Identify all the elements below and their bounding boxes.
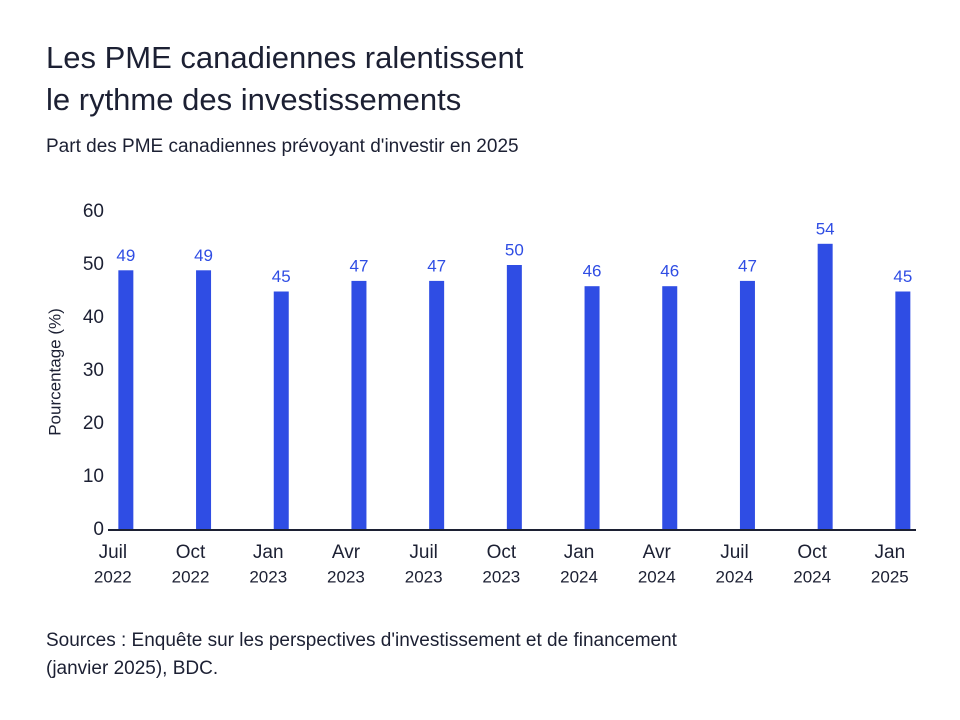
y-tick-label: 40 — [83, 307, 104, 328]
x-tick-label: 2024 — [638, 567, 676, 586]
x-tick-label: 2022 — [94, 567, 132, 586]
x-tick-label: Jan — [875, 542, 906, 563]
bar — [739, 280, 755, 530]
value-label: 46 — [583, 262, 602, 281]
bar — [118, 270, 134, 530]
bar — [506, 265, 522, 530]
x-tick-label: Avr — [332, 542, 361, 563]
y-tick-label: 20 — [83, 413, 104, 434]
x-tick-label: 2023 — [327, 567, 365, 586]
y-tick-label: 10 — [83, 466, 104, 487]
value-label: 45 — [272, 267, 291, 286]
bar — [662, 286, 678, 530]
bar — [895, 291, 911, 530]
x-tick-label: 2023 — [405, 567, 443, 586]
value-label: 47 — [349, 256, 368, 275]
value-label: 49 — [194, 246, 213, 265]
x-tick-label: 2025 — [871, 567, 909, 586]
y-axis-label: Pourcentage (%) — [45, 308, 64, 436]
chart-title: Les PME canadiennes ralentissent — [46, 40, 524, 75]
x-tick-label: 2023 — [482, 567, 520, 586]
bar — [429, 280, 445, 530]
bar — [196, 270, 212, 530]
x-tick-label: 2024 — [793, 567, 831, 586]
value-label: 47 — [427, 256, 446, 275]
source: (janvier 2025), BDC. — [46, 658, 218, 679]
x-tick-label: Juil — [720, 542, 749, 563]
x-tick-label: 2022 — [172, 567, 210, 586]
bar — [584, 286, 600, 530]
x-tick-label: Avr — [643, 542, 672, 563]
value-label: 50 — [505, 240, 524, 259]
chart-subtitle: Part des PME canadiennes prévoyant d'inv… — [46, 136, 519, 157]
x-tick-label: Oct — [176, 542, 206, 563]
value-label: 46 — [660, 262, 679, 281]
x-tick-label: 2024 — [716, 567, 754, 586]
x-tick-label: 2023 — [249, 567, 287, 586]
x-tick-label: Oct — [797, 542, 827, 563]
x-tick-label: Juil — [99, 542, 128, 563]
bar — [817, 243, 833, 531]
bar — [351, 280, 367, 530]
x-tick-label: Juil — [409, 542, 438, 563]
x-tick-label: Jan — [564, 542, 595, 563]
bar — [273, 291, 289, 530]
y-tick-label: 50 — [83, 254, 104, 275]
y-tick-label: 60 — [83, 201, 104, 222]
y-tick-label: 0 — [93, 519, 104, 540]
chart-title: le rythme des investissements — [46, 82, 461, 117]
y-tick-label: 30 — [83, 360, 104, 381]
value-label: 45 — [893, 267, 912, 286]
value-label: 54 — [816, 219, 835, 238]
value-label: 47 — [738, 256, 757, 275]
x-tick-label: 2024 — [560, 567, 598, 586]
x-tick-label: Jan — [253, 542, 284, 563]
source: Sources : Enquête sur les perspectives d… — [46, 630, 678, 651]
x-tick-label: Oct — [487, 542, 517, 563]
value-label: 49 — [116, 246, 135, 265]
